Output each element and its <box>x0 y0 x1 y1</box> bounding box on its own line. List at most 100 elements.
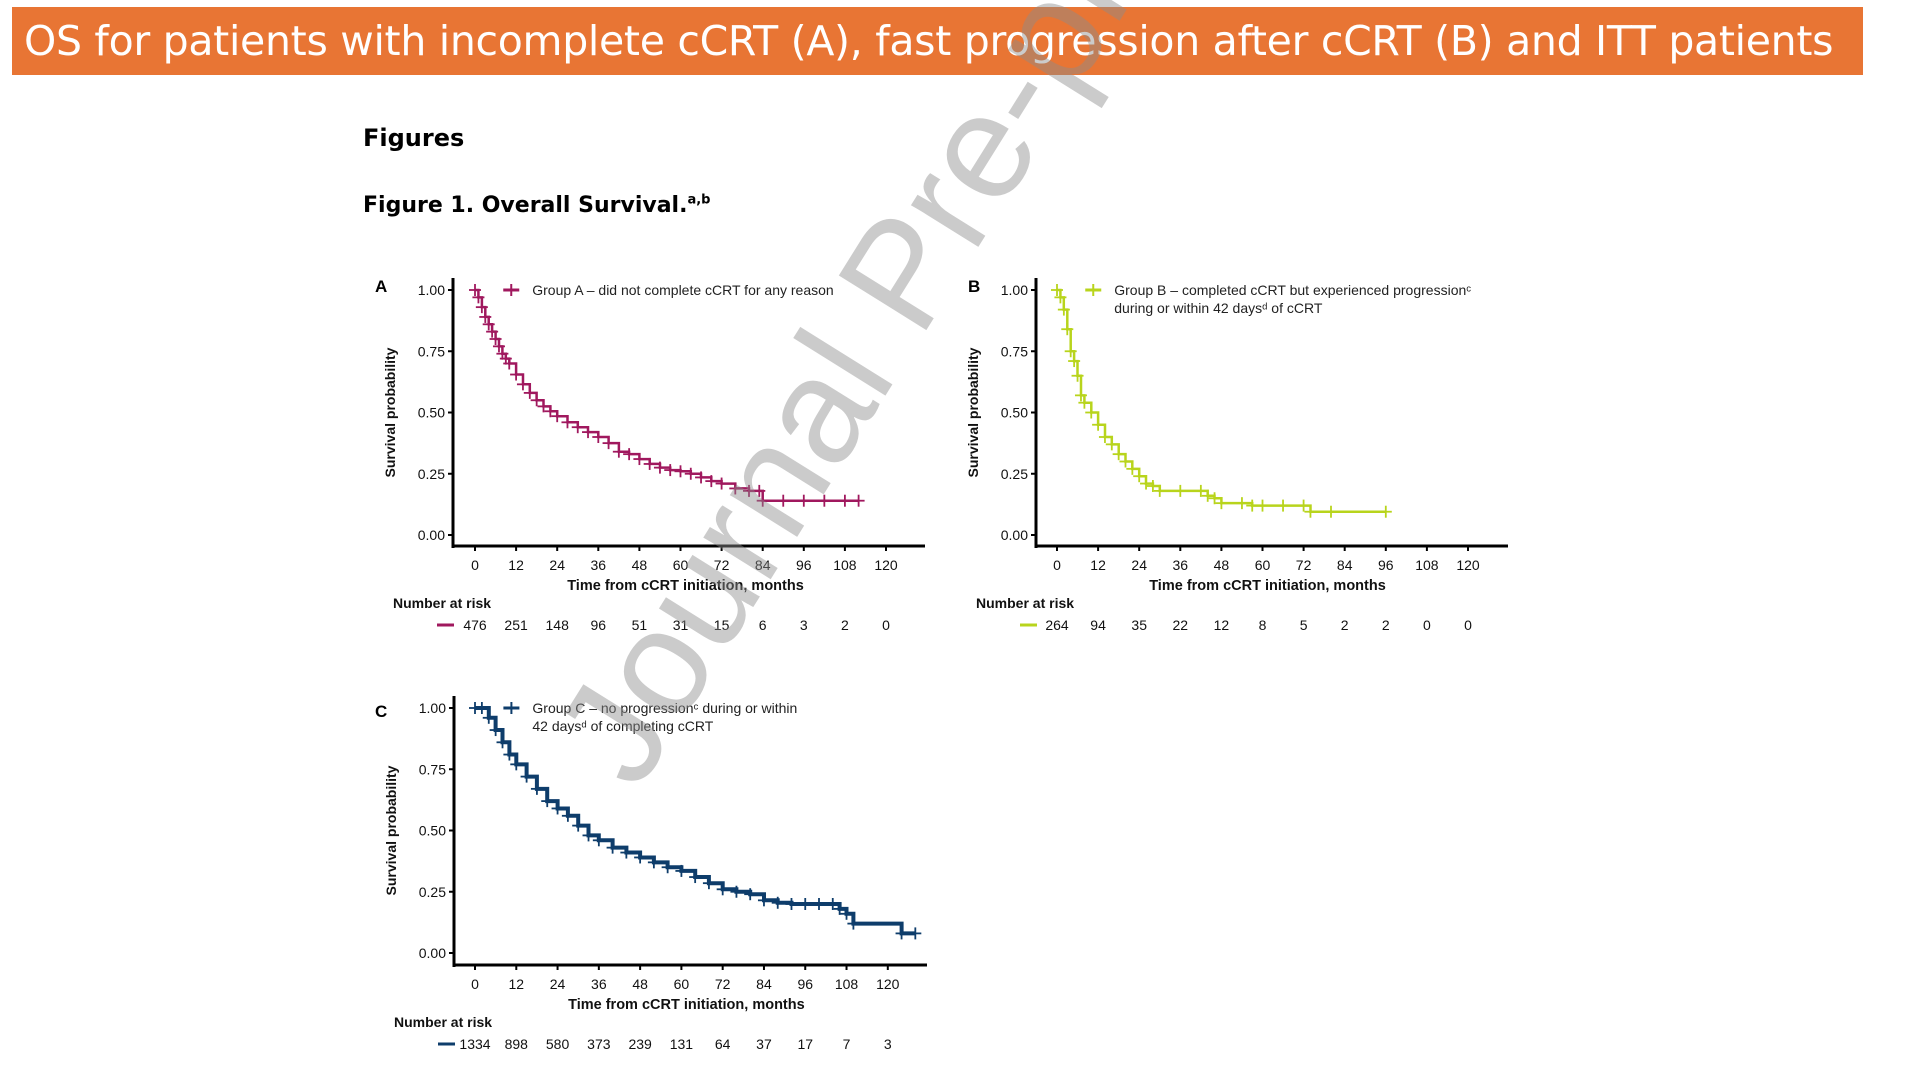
number-at-risk-value: 148 <box>546 617 570 633</box>
x-tick-label: 0 <box>471 976 479 992</box>
y-tick-label: 1.00 <box>1001 282 1028 298</box>
figure-title: Figure 1. Overall Survival.a,b <box>363 193 711 218</box>
x-tick-label: 0 <box>1053 557 1061 573</box>
x-tick-label: 96 <box>796 557 812 573</box>
x-tick-label: 120 <box>874 557 898 573</box>
y-tick-label: 0.50 <box>418 405 445 421</box>
number-at-risk-value: 264 <box>1045 617 1069 633</box>
x-tick-label: 72 <box>1296 557 1312 573</box>
number-at-risk-value: 131 <box>670 1036 694 1052</box>
panel-label: A <box>375 277 387 296</box>
y-tick-label: 0.50 <box>419 823 446 839</box>
number-at-risk-value: 6 <box>759 617 767 633</box>
x-tick-label: 120 <box>1456 557 1480 573</box>
number-at-risk-value: 35 <box>1131 617 1147 633</box>
y-tick-label: 0.00 <box>418 527 445 543</box>
panel-label: C <box>375 702 387 721</box>
x-tick-label: 84 <box>756 976 772 992</box>
x-tick-label: 36 <box>591 976 607 992</box>
x-tick-label: 60 <box>1255 557 1271 573</box>
y-tick-label: 1.00 <box>418 282 445 298</box>
km-survival-curve <box>1057 288 1386 513</box>
km-panel-b: B 0.00 0.25 0.50 0.75 1.00 Survival probabilit… <box>965 277 1508 633</box>
slide-title-banner: OS for patients with incomplete cCRT (A)… <box>12 7 1863 75</box>
number-at-risk-value: 22 <box>1173 617 1189 633</box>
x-tick-label: 48 <box>1214 557 1230 573</box>
x-tick-label: 12 <box>1090 557 1106 573</box>
number-at-risk-value: 2 <box>1382 617 1390 633</box>
y-axis-label: Survival probability <box>382 347 398 477</box>
x-tick-label: 84 <box>755 557 771 573</box>
figure-title-text: Figure 1. Overall Survival. <box>363 193 688 218</box>
x-tick-label: 24 <box>1131 557 1147 573</box>
km-panel-a: A 0.00 0.25 0.50 0.75 1.00 Survival probabilit… <box>375 277 925 633</box>
figure-title-superscript: a,b <box>687 192 711 208</box>
y-tick-label: 0.25 <box>418 466 445 482</box>
number-at-risk-value: 17 <box>797 1036 813 1052</box>
y-tick-label: 0.25 <box>419 884 446 900</box>
x-tick-label: 72 <box>715 976 731 992</box>
x-tick-label: 12 <box>508 557 524 573</box>
km-survival-curve <box>475 288 859 502</box>
y-axis-label: Survival probability <box>383 765 399 895</box>
y-tick-label: 0.75 <box>419 761 446 777</box>
number-at-risk-value: 5 <box>1300 617 1308 633</box>
x-axis-label: Time from cCRT initiation, months <box>1149 578 1386 594</box>
x-tick-label: 36 <box>591 557 607 573</box>
number-at-risk-title: Number at risk <box>393 595 491 611</box>
number-at-risk-value: 12 <box>1214 617 1230 633</box>
number-at-risk-value: 898 <box>505 1036 529 1052</box>
number-at-risk-value: 15 <box>714 617 730 633</box>
y-tick-label: 1.00 <box>419 700 446 716</box>
x-tick-label: 36 <box>1173 557 1189 573</box>
number-at-risk-value: 64 <box>715 1036 731 1052</box>
x-tick-label: 108 <box>833 557 857 573</box>
km-survival-curve <box>475 706 916 936</box>
number-at-risk-value: 0 <box>1464 617 1472 633</box>
y-tick-label: 0.50 <box>1001 405 1028 421</box>
x-axis-label: Time from cCRT initiation, months <box>568 997 805 1013</box>
number-at-risk-value: 51 <box>632 617 648 633</box>
x-tick-label: 108 <box>1415 557 1439 573</box>
x-tick-label: 60 <box>674 976 690 992</box>
y-tick-label: 0.00 <box>419 945 446 961</box>
x-tick-label: 108 <box>835 976 859 992</box>
x-tick-label: 48 <box>632 976 648 992</box>
number-at-risk-value: 7 <box>843 1036 851 1052</box>
x-tick-label: 24 <box>550 976 566 992</box>
x-tick-label: 48 <box>632 557 648 573</box>
km-panel-c: C 0.00 0.25 0.50 0.75 1.00 Survival probabilit… <box>375 696 927 1052</box>
number-at-risk-value: 2 <box>1341 617 1349 633</box>
legend-text: Group A – did not complete cCRT for any … <box>532 282 833 298</box>
number-at-risk-value: 37 <box>756 1036 772 1052</box>
number-at-risk-value: 0 <box>882 617 890 633</box>
number-at-risk-value: 239 <box>628 1036 652 1052</box>
number-at-risk-value: 3 <box>800 617 808 633</box>
section-heading: Figures <box>363 124 465 152</box>
panel-label: B <box>968 277 980 296</box>
x-tick-label: 72 <box>714 557 730 573</box>
number-at-risk-title: Number at risk <box>976 595 1074 611</box>
number-at-risk-value: 1334 <box>459 1036 490 1052</box>
y-tick-label: 0.00 <box>1001 527 1028 543</box>
x-tick-label: 12 <box>508 976 524 992</box>
number-at-risk-value: 0 <box>1423 617 1431 633</box>
x-tick-label: 0 <box>471 557 479 573</box>
x-tick-label: 60 <box>673 557 689 573</box>
number-at-risk-title: Number at risk <box>394 1014 492 1030</box>
number-at-risk-value: 580 <box>546 1036 570 1052</box>
y-tick-label: 0.25 <box>1001 466 1028 482</box>
y-axis-label: Survival probability <box>965 347 981 477</box>
legend-text: Group B – completed cCRT but experienced… <box>1114 282 1471 298</box>
x-tick-label: 96 <box>797 976 813 992</box>
legend-text: Group C – no progressionᶜ during or with… <box>532 700 797 716</box>
legend-text: 42 daysᵈ of completing cCRT <box>532 718 713 734</box>
number-at-risk-value: 476 <box>463 617 487 633</box>
number-at-risk-value: 2 <box>841 617 849 633</box>
y-tick-label: 0.75 <box>418 343 445 359</box>
slide-title: OS for patients with incomplete cCRT (A)… <box>24 17 1834 65</box>
x-tick-label: 24 <box>549 557 565 573</box>
x-tick-label: 120 <box>876 976 900 992</box>
number-at-risk-value: 8 <box>1259 617 1267 633</box>
